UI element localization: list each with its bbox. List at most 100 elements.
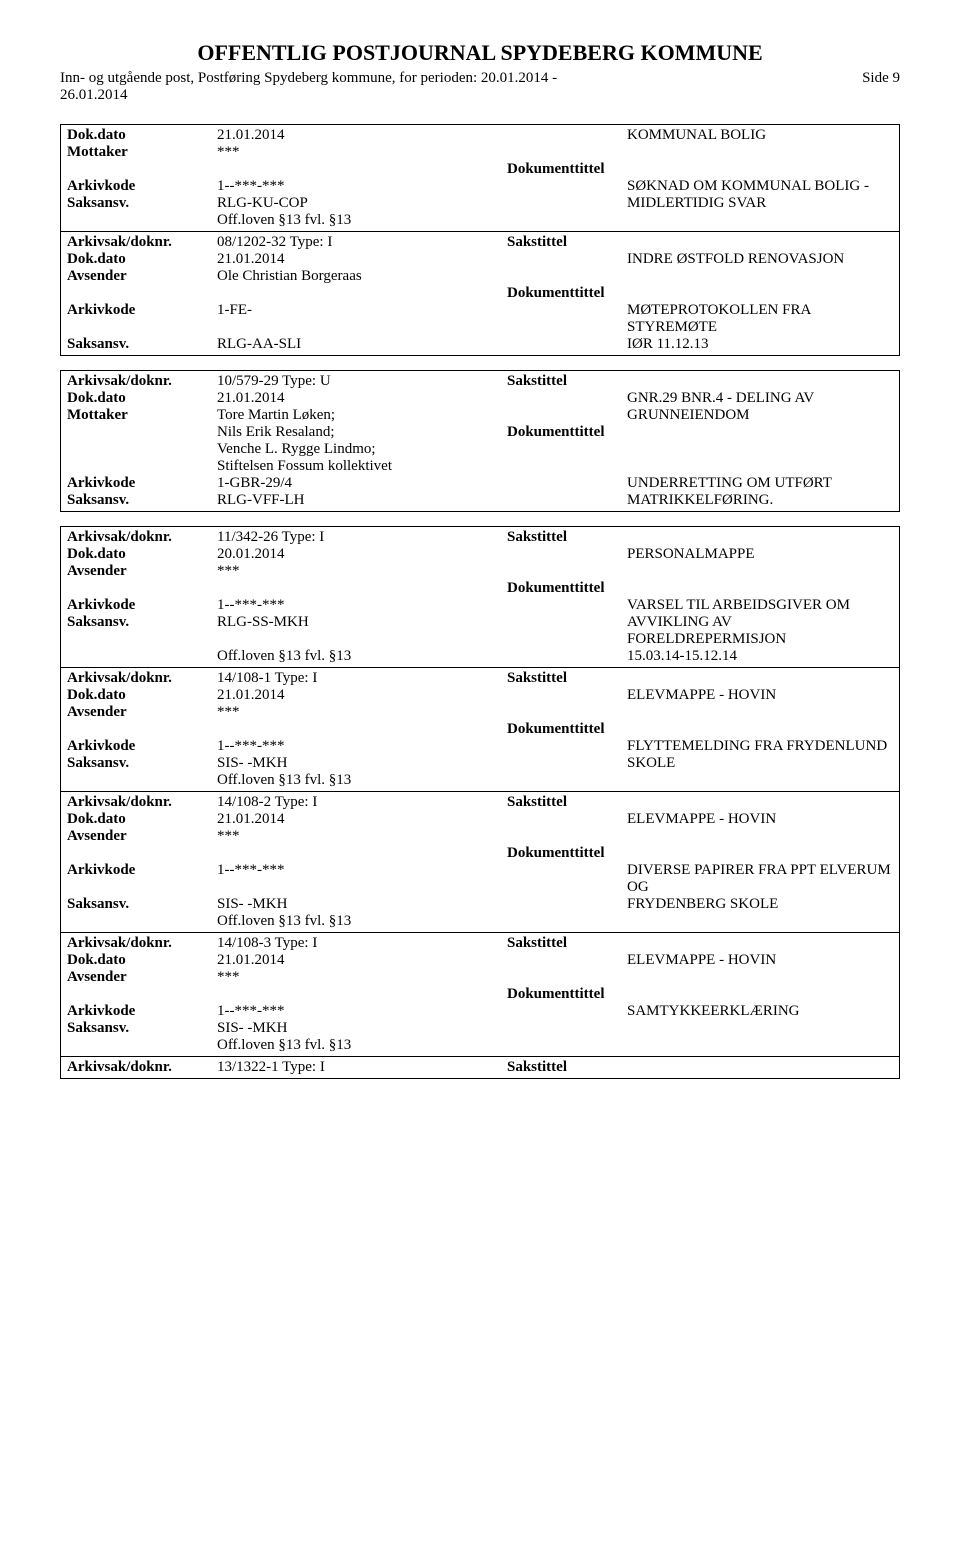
journal-row: Saksansv.RLG-VFF-LHMATRIKKELFØRING. [67,492,893,509]
journal-row: Arkivsak/doknr.14/108-2 Type: ISakstitte… [67,794,893,811]
left-value: 10/579-29 Type: U [217,373,507,390]
right-label: Sakstittel [507,529,627,546]
right-value: IØR 11.12.13 [627,336,893,353]
right-label: Dokumenttittel [507,285,627,302]
journal-row: Arkivsak/doknr.08/1202-32 Type: ISakstit… [67,234,893,251]
left-value: *** [217,704,507,721]
left-label: Arkivkode [67,862,217,879]
left-value: 14/108-2 Type: I [217,794,507,811]
right-label: Sakstittel [507,1059,627,1076]
left-label: Dok.dato [67,811,217,828]
journal-row: Dok.dato21.01.2014KOMMUNAL BOLIG [67,127,893,144]
journal-row: Arkivsak/doknr.13/1322-1 Type: ISakstitt… [67,1059,893,1076]
left-label: Dok.dato [67,546,217,563]
right-label: Sakstittel [507,794,627,811]
journal-row: Arkivkode1-FE-MØTEPROTOKOLLEN FRA STYREM… [67,302,893,336]
journal-row: Dokumenttittel [67,721,893,738]
journal-row: Dokumenttittel [67,580,893,597]
journal-blocks: Dok.dato21.01.2014KOMMUNAL BOLIGMottaker… [60,124,900,1079]
left-value: *** [217,969,507,986]
right-label: Dokumenttittel [507,986,627,1003]
left-label: Arkivkode [67,1003,217,1020]
left-value: 1--***-*** [217,738,507,755]
journal-row: Off.loven §13 fvl. §13 [67,913,893,930]
left-label: Avsender [67,828,217,845]
journal-row: Arkivkode1-GBR-29/4UNDERRETTING OM UTFØR… [67,475,893,492]
right-label: Sakstittel [507,373,627,390]
journal-row: Avsender*** [67,969,893,986]
journal-row: Off.loven §13 fvl. §13 [67,212,893,229]
right-value: SAMTYKKEERKLÆRING [627,1003,893,1020]
journal-row: Arkivkode1--***-*** SAMTYKKEERKLÆRING [67,1003,893,1020]
right-label: Sakstittel [507,234,627,251]
right-label: Dokumenttittel [507,161,627,178]
left-value: Off.loven §13 fvl. §13 [217,648,507,665]
left-label: Arkivkode [67,738,217,755]
left-label: Arkivkode [67,302,217,319]
right-value: ELEVMAPPE - HOVIN [627,811,893,828]
left-value: 1-GBR-29/4 [217,475,507,492]
journal-row: Stiftelsen Fossum kollektivet [67,458,893,475]
right-value: SKOLE [627,755,893,772]
journal-row: Off.loven §13 fvl. §13 [67,1037,893,1054]
right-value: INDRE ØSTFOLD RENOVASJON [627,251,893,268]
left-value: 1--***-*** [217,178,507,195]
left-value: *** [217,144,507,161]
left-value: 21.01.2014 [217,687,507,704]
journal-row: Saksansv.RLG-KU-COPMIDLERTIDIG SVAR [67,195,893,212]
left-value: SIS- -MKH [217,896,507,913]
left-label: Dok.dato [67,687,217,704]
journal-row: Saksansv.RLG-SS-MKH AVVIKLING AV FORELDRE… [67,614,893,648]
left-value: Off.loven §13 fvl. §13 [217,212,507,229]
right-value: ELEVMAPPE - HOVIN [627,952,893,969]
left-label: Dok.dato [67,952,217,969]
left-label: Saksansv. [67,195,217,212]
left-label: Arkivsak/doknr. [67,1059,217,1076]
right-value: PERSONALMAPPE [627,546,893,563]
journal-block: Dok.dato21.01.2014KOMMUNAL BOLIGMottaker… [60,124,900,356]
right-value: GNR.29 BNR.4 - DELING AV [627,390,893,407]
left-value: RLG-KU-COP [217,195,507,212]
journal-row: Dokumenttittel [67,161,893,178]
left-label: Arkivkode [67,475,217,492]
right-value: KOMMUNAL BOLIG [627,127,893,144]
left-value: 21.01.2014 [217,811,507,828]
sub-header: Inn- og utgående post, Postføring Spydeb… [60,70,900,104]
left-value: 20.01.2014 [217,546,507,563]
left-label: Arkivkode [67,597,217,614]
journal-entry: Arkivsak/doknr.13/1322-1 Type: ISakstitt… [61,1056,899,1078]
left-value: 08/1202-32 Type: I [217,234,507,251]
left-label: Avsender [67,969,217,986]
journal-row: Dok.dato21.01.2014 ELEVMAPPE - HOVIN [67,811,893,828]
left-value: 11/342-26 Type: I [217,529,507,546]
journal-row: Dokumenttittel [67,285,893,302]
left-label: Saksansv. [67,614,217,631]
right-value: MATRIKKELFØRING. [627,492,893,509]
journal-entry: Arkivsak/doknr.14/108-3 Type: ISakstitte… [61,932,899,1056]
left-label: Saksansv. [67,1020,217,1037]
right-value: MØTEPROTOKOLLEN FRA STYREMØTE [627,302,893,336]
left-value: *** [217,828,507,845]
left-value: RLG-SS-MKH [217,614,507,631]
left-label: Dok.dato [67,390,217,407]
journal-entry: Arkivsak/doknr.08/1202-32 Type: ISakstit… [61,231,899,355]
left-label: Avsender [67,563,217,580]
left-value: Off.loven §13 fvl. §13 [217,772,507,789]
right-label: Dokumenttittel [507,424,627,441]
right-value: FLYTTEMELDING FRA FRYDENLUND [627,738,893,755]
left-label: Saksansv. [67,755,217,772]
right-label: Sakstittel [507,935,627,952]
journal-row: Venche L. Rygge Lindmo; [67,441,893,458]
left-label: Saksansv. [67,336,217,353]
journal-entry: Arkivsak/doknr.10/579-29 Type: USakstitt… [61,371,899,511]
right-label: Dokumenttittel [507,580,627,597]
journal-row: Avsender*** [67,704,893,721]
left-value: 21.01.2014 [217,251,507,268]
journal-row: Avsender*** [67,563,893,580]
right-value: AVVIKLING AV FORELDREPERMISJON [627,614,893,648]
left-value: 1--***-*** [217,597,507,614]
left-value: 1--***-*** [217,1003,507,1020]
left-value: Tore Martin Løken; [217,407,507,424]
right-value: DIVERSE PAPIRER FRA PPT ELVERUM OG [627,862,893,896]
journal-row: Saksansv.SIS- -MKHFRYDENBERG SKOLE [67,896,893,913]
